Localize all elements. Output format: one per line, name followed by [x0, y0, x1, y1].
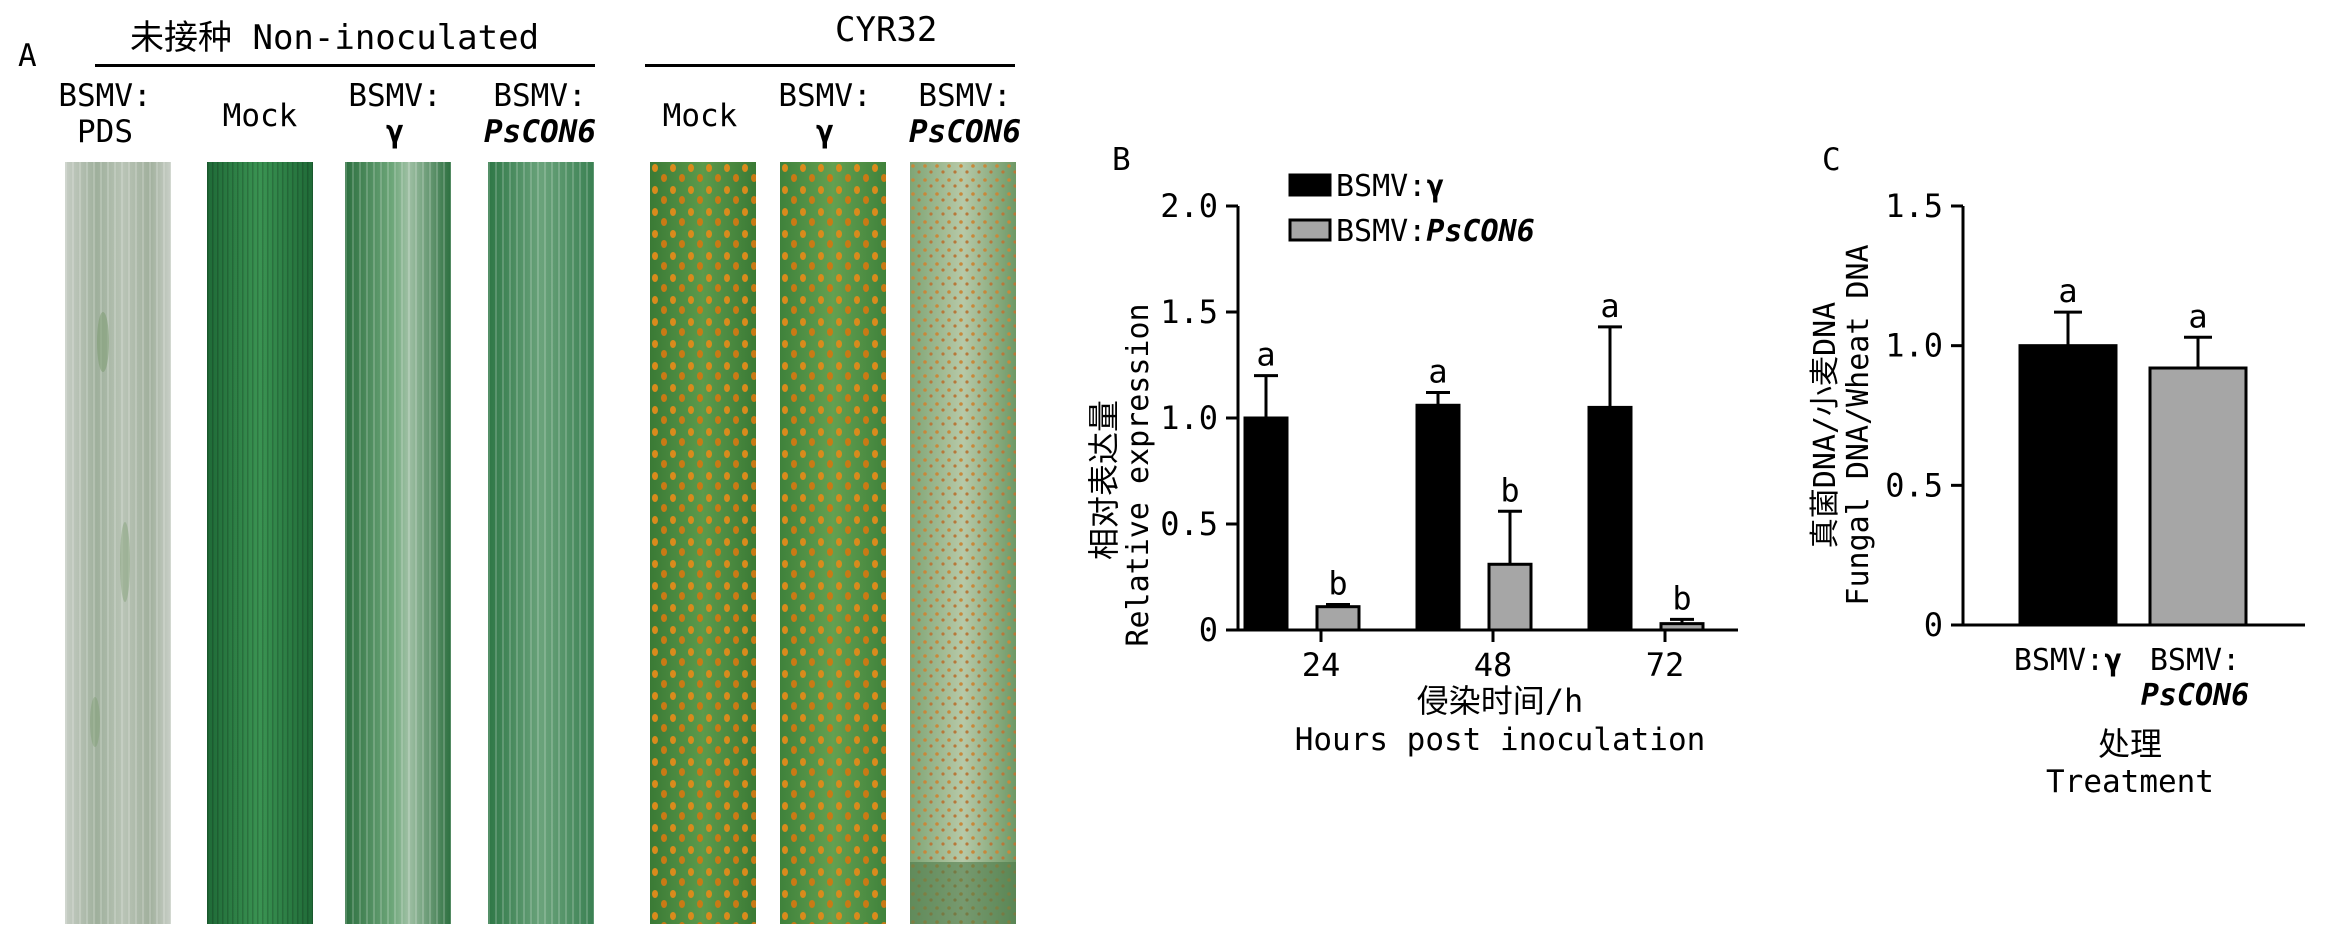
leaf-label: Mock [640, 98, 760, 134]
y-tick-label: 0 [1924, 606, 1943, 644]
bar [2148, 366, 2248, 627]
group-title-cyr32: CYR32 [835, 10, 938, 50]
x-tick-label: BSMV: [2150, 643, 2240, 678]
x-tick-label: 72 [1646, 646, 1685, 684]
significance-label: a [1428, 353, 1447, 391]
legend-swatch-gamma [1288, 173, 1332, 197]
leaf-label-line2: γ [815, 114, 835, 150]
leaf-label: BSMV: PsCON6 [895, 78, 1035, 150]
y-tick-label: 0.5 [1885, 466, 1943, 504]
leaf-label-line1: BSMV: [348, 78, 442, 114]
y-tick-label: 1.0 [1885, 327, 1943, 365]
leaf-photo-cyr32-mock [650, 162, 756, 924]
leaf-label: BSMV: γ [765, 78, 885, 150]
legend-label-gamma: BSMV:γ [1336, 169, 1444, 204]
bar [1659, 622, 1705, 632]
bar [1587, 405, 1633, 632]
y-tick-label: 1.5 [1885, 187, 1943, 225]
y-tick-label: 0 [1199, 611, 1218, 649]
y-axis-title-cn: 相对表达量 [1085, 400, 1123, 560]
y-tick-label: 2.0 [1160, 187, 1218, 225]
leaf-photo-cyr32-bsmv-pscon6 [910, 162, 1016, 924]
leaf-photo-mock [207, 162, 313, 924]
leaf-photo-cyr32-bsmv-gamma [780, 162, 886, 924]
leaf-photo-bsmv-gamma [345, 162, 451, 924]
bar [1243, 416, 1289, 632]
leaf-photo-bsmv-pscon6 [488, 162, 594, 924]
x-tick-label: PsCON6 [2141, 678, 2249, 713]
bar [1315, 605, 1361, 632]
group-title-non-inoculated: 未接种 Non-inoculated [130, 18, 540, 58]
significance-label: a [1600, 287, 1619, 325]
leaf-label-line2: PDS [77, 114, 133, 150]
leaf-photo-pds [65, 162, 171, 924]
bar [2018, 344, 2118, 627]
x-tick-label: 24 [1302, 646, 1341, 684]
leaf-label: BSMV: PDS [45, 78, 165, 150]
significance-label: b [1672, 579, 1691, 617]
bar [1415, 403, 1461, 632]
legend-swatch-pscon6 [1288, 218, 1332, 242]
x-axis-title-en: Hours post inoculation [1295, 722, 1706, 758]
chart-b: 相对表达量 Relative expression 00.51.01.52.0 … [1085, 169, 1738, 758]
y-axis-title-cn: 真菌DNA/小麦DNA [1808, 302, 1843, 548]
x-axis-title-en: Treatment [2046, 764, 2214, 800]
leaf-label-line1: BSMV: [778, 78, 872, 114]
leaf-label-line2: γ [385, 114, 405, 150]
legend-label-pscon6: BSMV:PsCON6 [1336, 214, 1535, 249]
x-tick-label: 48 [1474, 646, 1513, 684]
leaf-label-line1: Mock [222, 98, 298, 134]
x-tick-label: BSMV:γ [2014, 643, 2122, 678]
significance-label: a [2188, 297, 2207, 335]
bar [1487, 562, 1533, 632]
panel-c-label: C [1822, 142, 1841, 178]
leaf-label-line1: Mock [662, 98, 738, 134]
y-axis-title-en: Relative expression [1121, 303, 1156, 646]
leaf-label-line2: PsCON6 [484, 114, 596, 150]
y-axis-title-en: Fungal DNA/Wheat DNA [1841, 244, 1876, 605]
x-axis-title-cn: 侵染时间/h [1417, 682, 1584, 720]
y-tick-label: 1.0 [1160, 399, 1218, 437]
group1-divider [95, 64, 595, 67]
y-tick-label: 0.5 [1160, 505, 1218, 543]
x-axis-title-cn: 处理 [2098, 725, 2162, 763]
group2-divider [645, 64, 1015, 67]
significance-label: b [1328, 565, 1347, 603]
leaf-label: Mock [200, 98, 320, 134]
significance-label: a [2058, 272, 2077, 310]
panel-b-label: B [1112, 142, 1131, 178]
leaf-label-line1: BSMV: [918, 78, 1012, 114]
chart-c: 真菌DNA/小麦DNA Fungal DNA/Wheat DNA 0 0.5 1.0… [1808, 187, 2305, 800]
leaf-label-line2: PsCON6 [909, 114, 1021, 150]
y-tick-label: 1.5 [1160, 293, 1218, 331]
significance-label: b [1500, 471, 1519, 509]
panel-a-label: A [18, 38, 37, 74]
leaf-label-line1: BSMV: [493, 78, 587, 114]
leaf-label: BSMV: PsCON6 [470, 78, 610, 150]
significance-label: a [1256, 336, 1275, 374]
leaf-label: BSMV: γ [335, 78, 455, 150]
leaf-label-line1: BSMV: [58, 78, 152, 114]
